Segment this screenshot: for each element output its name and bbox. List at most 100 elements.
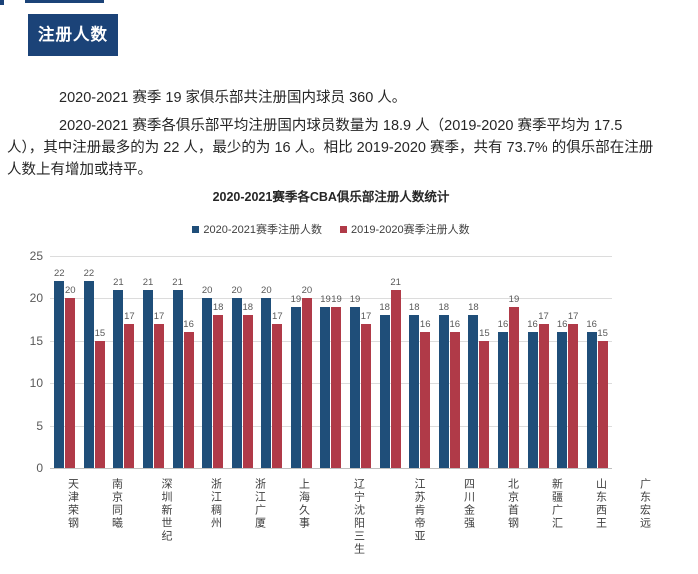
- bar-value-label: 15: [597, 328, 608, 339]
- bar-value-label: 21: [390, 277, 401, 288]
- x-axis-label-cell: 山东西王: [578, 478, 622, 530]
- x-axis-category-label: 广东宏远: [638, 478, 651, 530]
- x-axis-category-label: 山东西王: [594, 478, 607, 530]
- bar-value-label: 17: [124, 311, 135, 322]
- x-axis-label-cell: 广东宏远: [622, 478, 666, 530]
- bar-2020-2021: 16: [527, 319, 538, 468]
- bar-2019-2020: 16: [420, 319, 431, 468]
- y-axis-tick-label: 0: [36, 461, 43, 475]
- x-axis-label-cell: 深圳新世纪: [138, 478, 193, 543]
- bar-2019-2020: 17: [361, 311, 371, 468]
- bar-2020-2021: 20: [202, 285, 212, 468]
- legend-item-2020-2021: 2020-2021赛季注册人数: [192, 221, 322, 237]
- legend-item-2019-2020: 2019-2020赛季注册人数: [340, 221, 470, 237]
- bar-value-label: 20: [261, 285, 272, 296]
- bar-value-label: 18: [468, 302, 479, 313]
- bar-value-label: 21: [142, 277, 154, 288]
- body-paragraph-2: 2020-2021 赛季各俱乐部平均注册国内球员数量为 18.9 人（2019-…: [7, 118, 654, 178]
- y-axis-tick-label: 20: [29, 291, 43, 306]
- y-axis-tick-label: 25: [29, 249, 43, 263]
- bar-value-label: 15: [94, 328, 106, 339]
- bar-value-label: 19: [349, 294, 361, 305]
- bar-group: 19 17: [346, 256, 376, 468]
- bar-value-label: 20: [301, 285, 313, 296]
- x-axis-category-label: 四川金强: [462, 478, 475, 530]
- bar-2020-2021: 20: [231, 285, 242, 468]
- bar-value-label: 16: [497, 319, 509, 330]
- x-axis-label-cell: 浙江广厦: [237, 478, 281, 530]
- x-axis-category-label: 南京同曦: [110, 478, 123, 530]
- bar-value-label: 18: [408, 302, 420, 313]
- bar-value-label: 20: [64, 285, 76, 296]
- x-axis-labels: 天津荣钢 南京同曦 深圳新世纪 浙江稠州 浙江广厦 上海久事 辽宁沈阳三生 江苏肯帝亚 四川金强…: [50, 478, 651, 574]
- bar-value-label: 20: [201, 285, 213, 296]
- x-axis-label-cell: 四川金强: [446, 478, 490, 530]
- bar-value-label: 17: [272, 311, 283, 322]
- x-axis-label-cell: 吉林九台农商行: [666, 478, 698, 569]
- bar-value-label: 21: [172, 277, 183, 288]
- gridline: [50, 340, 612, 342]
- bar-2019-2020: 15: [597, 328, 608, 468]
- gridline: [50, 425, 612, 427]
- bar-2020-2021: 21: [113, 277, 124, 468]
- bar-groups: 22 20 22 15 21 17 21 17 21 16 20 18 20 18 20 17 19 20 19 19…: [50, 256, 612, 468]
- bar-value-label: 15: [479, 328, 490, 339]
- x-axis-category-label: 浙江广厦: [253, 478, 266, 530]
- bar-value-label: 18: [438, 302, 450, 313]
- bar-group: 22 15: [80, 256, 110, 468]
- gridline: [50, 383, 612, 385]
- bar-2019-2020: 18: [213, 302, 223, 468]
- bar-value-label: 16: [183, 319, 194, 330]
- bar-group: 21 17: [139, 256, 169, 468]
- bar-2020-2021: 18: [439, 302, 449, 468]
- x-axis-label-cell: 江苏肯帝亚: [391, 478, 446, 543]
- bar-2020-2021: 22: [84, 268, 94, 468]
- gridline: [50, 298, 612, 300]
- bar-2020-2021: 18: [468, 302, 479, 468]
- bar-group: 20 18: [227, 256, 257, 468]
- bar-value-label: 22: [53, 268, 65, 279]
- legend-swatch-red: [340, 225, 347, 233]
- bar-value-label: 16: [586, 319, 597, 330]
- bar-2020-2021: 21: [143, 277, 153, 468]
- bar-2020-2021: 18: [409, 302, 420, 468]
- bar-group: 21 16: [168, 256, 198, 468]
- bar-2019-2020: 17: [124, 311, 135, 468]
- bar-2019-2020: 15: [95, 328, 105, 468]
- bar-value-label: 18: [379, 302, 390, 313]
- bar-group: 20 18: [198, 256, 228, 468]
- bar-value-label: 16: [527, 319, 538, 330]
- x-axis-label-cell: 南京同曦: [94, 478, 138, 530]
- bar-value-label: 16: [419, 319, 431, 330]
- x-axis-category-label: 深圳新世纪: [160, 478, 172, 543]
- bar-group: 19 20: [287, 256, 317, 468]
- bar-value-label: 19: [508, 294, 520, 305]
- chart-legend: 2020-2021赛季注册人数 2019-2020赛季注册人数: [0, 221, 662, 237]
- x-axis-label-cell: 天津荣钢: [50, 478, 94, 530]
- bar-group: 21 17: [109, 256, 139, 468]
- bar-2019-2020: 15: [479, 328, 490, 468]
- bar-value-label: 19: [331, 294, 342, 305]
- bar-2019-2020: 18: [242, 302, 253, 468]
- page-corner-mark: [0, 0, 4, 5]
- bar-2020-2021: 19: [320, 294, 331, 468]
- bar-2019-2020: 19: [331, 294, 342, 468]
- bar-2019-2020: 17: [538, 311, 549, 468]
- bar-value-label: 16: [449, 319, 461, 330]
- body-paragraph-1: 2020-2021 赛季 19 家俱乐部共注册国内球员 360 人。: [59, 90, 407, 106]
- bar-value-label: 17: [567, 311, 579, 322]
- bar-value-label: 18: [212, 302, 224, 313]
- bar-2019-2020: 21: [390, 277, 401, 468]
- previous-section-bottom-edge: [25, 0, 104, 3]
- bar-2019-2020: 16: [450, 319, 460, 468]
- legend-label-2020-2021: 2020-2021赛季注册人数: [203, 224, 322, 236]
- bar-value-label: 16: [556, 319, 568, 330]
- bar-group: 19 19: [316, 256, 346, 468]
- x-axis-category-label: 上海久事: [297, 478, 310, 530]
- x-axis-category-label: 辽宁沈阳三生: [352, 478, 365, 556]
- bar-2019-2020: 19: [509, 294, 519, 468]
- y-axis-tick-label: 10: [29, 376, 43, 391]
- bar-value-label: 17: [360, 311, 372, 322]
- bar-group: 22 20: [50, 256, 80, 468]
- bar-2020-2021: 16: [498, 319, 508, 468]
